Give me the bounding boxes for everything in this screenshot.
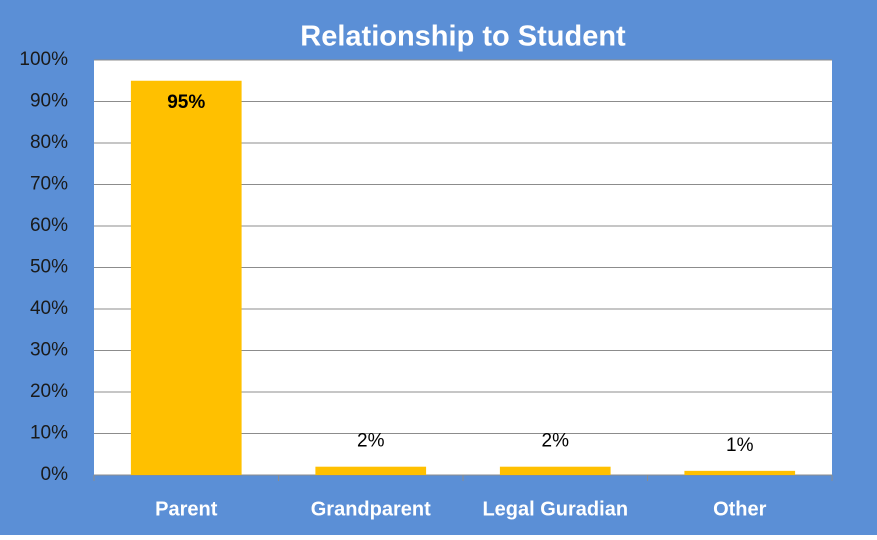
data-label: 2%: [357, 431, 385, 452]
y-tick-label: 10%: [30, 423, 68, 444]
bar: [130, 80, 242, 475]
x-tick-label: Other: [713, 498, 767, 520]
x-tick-label: Grandparent: [311, 498, 431, 520]
chart-title: Relationship to Student: [300, 21, 626, 53]
bar: [499, 466, 611, 475]
y-tick-label: 100%: [19, 49, 68, 70]
data-label: 95%: [167, 92, 205, 113]
bar: [315, 466, 427, 475]
y-tick-label: 20%: [30, 381, 68, 402]
y-tick-label: 50%: [30, 257, 68, 278]
y-tick-label: 70%: [30, 174, 68, 195]
y-tick-label: 90%: [30, 91, 68, 112]
y-tick-label: 60%: [30, 215, 68, 236]
y-tick-label: 80%: [30, 132, 68, 153]
bar: [684, 470, 796, 475]
y-tick-label: 0%: [41, 464, 69, 485]
y-tick-label: 40%: [30, 298, 68, 319]
x-tick-label: Parent: [155, 498, 218, 520]
x-tick-label: Legal Guradian: [482, 498, 628, 520]
data-label: 2%: [542, 431, 570, 452]
data-label: 1%: [726, 435, 754, 456]
y-tick-label: 30%: [30, 340, 68, 361]
